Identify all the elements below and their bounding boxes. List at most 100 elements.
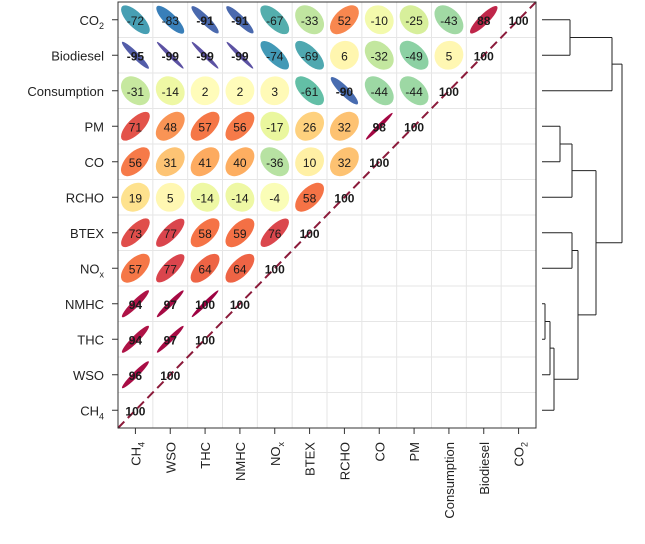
correlation-ellipse — [190, 76, 220, 106]
row-label: BTEX — [70, 226, 104, 241]
column-label: BTEX — [303, 442, 318, 476]
diagonal-reference-line — [117, 1, 537, 429]
cell-value-label: 56 — [233, 120, 247, 134]
correlation-cell: 56 — [120, 147, 150, 177]
correlation-ellipse — [191, 290, 219, 318]
correlation-cell: 100 — [334, 191, 354, 205]
cell-value-label: 97 — [164, 333, 178, 347]
correlation-cell: 41 — [190, 147, 220, 177]
cell-value-label: 5 — [446, 49, 453, 63]
label-base: Consumption — [442, 442, 457, 519]
cell-value-label: -25 — [405, 14, 423, 28]
correlation-cell: 40 — [225, 147, 255, 177]
cell-value-label: 48 — [164, 120, 178, 134]
correlation-ellipse — [121, 218, 150, 248]
correlation-cell: 19 — [120, 182, 150, 212]
cell-value-label: 52 — [338, 14, 352, 28]
cell-value-label: 98 — [373, 120, 387, 134]
column-label: CH4 — [128, 442, 146, 466]
correlation-cell: 31 — [155, 147, 185, 177]
correlation-ellipse — [120, 147, 150, 177]
correlation-cell: -69 — [295, 40, 325, 70]
correlation-ellipse — [156, 325, 184, 353]
cell-value-label: -95 — [127, 49, 145, 63]
correlation-cell: -83 — [156, 5, 185, 34]
correlation-ellipse — [295, 147, 325, 177]
cell-value-label: 100 — [160, 369, 180, 383]
correlation-cell: 3 — [260, 76, 290, 106]
correlation-ellipse — [260, 147, 290, 177]
correlation-ellipse — [469, 5, 498, 34]
correlation-cell: 94 — [121, 290, 149, 318]
correlation-cell: 32 — [329, 111, 359, 141]
column-label: Biodiesel — [477, 442, 492, 495]
correlation-ellipse — [120, 76, 150, 106]
row-label: WSO — [73, 368, 104, 383]
correlation-cell: -32 — [364, 40, 394, 70]
label-base: BTEX — [303, 442, 318, 476]
label-subscript: x — [100, 269, 105, 279]
row-label: NOx — [80, 261, 105, 279]
cell-value-label: 77 — [164, 227, 178, 241]
correlation-ellipse — [226, 6, 254, 34]
correlation-cell: 100 — [404, 120, 424, 134]
cell-value-label: 100 — [195, 298, 215, 312]
cell-value-label: -99 — [162, 49, 180, 63]
correlation-ellipse — [120, 253, 150, 283]
correlation-ellipse — [121, 111, 150, 141]
label-base: RCHO — [66, 190, 104, 205]
column-label: PM — [407, 442, 422, 462]
row-label: Biodiesel — [51, 48, 104, 63]
correlation-cells: -72 -83 -91 -91 -67 -33 52 -10 -25 -43 88 100-95 -99… — [120, 5, 529, 418]
correlation-cell: -72 — [121, 5, 150, 35]
label-base: Biodiesel — [477, 442, 492, 495]
correlation-ellipse — [121, 361, 149, 389]
column-label: Consumption — [442, 442, 457, 519]
cell-value-label: 64 — [233, 262, 247, 276]
correlation-ellipse — [329, 147, 359, 177]
correlation-ellipse — [156, 41, 184, 69]
cell-value-label: -32 — [371, 49, 389, 63]
correlation-cell: 64 — [225, 253, 255, 283]
row-label: PM — [85, 119, 105, 134]
label-base: Consumption — [27, 84, 104, 99]
correlation-cell: -31 — [120, 76, 150, 106]
cell-value-label: -49 — [405, 49, 423, 63]
label-subscript: 2 — [99, 21, 104, 31]
correlation-cell: 57 — [190, 111, 220, 141]
correlation-ellipse — [260, 40, 290, 70]
correlation-ellipse — [260, 5, 290, 35]
correlation-cell: -91 — [191, 6, 219, 34]
correlation-ellipse — [156, 218, 185, 247]
cell-value-label: -99 — [196, 49, 214, 63]
cell-value-label: 57 — [198, 120, 212, 134]
correlation-cell: -99 — [191, 41, 219, 69]
cell-value-label: 32 — [338, 156, 352, 170]
correlation-cell: -67 — [260, 5, 290, 35]
correlation-ellipse — [260, 111, 290, 141]
cell-value-label: -4 — [269, 191, 280, 205]
correlation-cell: -14 — [225, 182, 255, 212]
correlation-ellipse — [225, 147, 255, 177]
correlation-ellipse — [121, 5, 150, 35]
cell-value-label: 100 — [334, 191, 354, 205]
column-label: THC — [198, 442, 213, 469]
cell-value-label: -36 — [266, 156, 284, 170]
cell-value-label: 77 — [164, 262, 178, 276]
correlation-ellipse — [156, 290, 184, 318]
cell-value-label: -67 — [266, 14, 284, 28]
correlation-cell: -33 — [295, 5, 325, 35]
cell-value-label: 19 — [129, 191, 143, 205]
correlation-cell: -25 — [399, 5, 429, 35]
cell-value-label: 94 — [129, 298, 143, 312]
label-base: BTEX — [70, 226, 104, 241]
label-base: NO — [80, 261, 100, 276]
correlation-ellipse — [295, 111, 325, 141]
correlation-ellipse — [295, 76, 325, 106]
label-subscript: 2 — [520, 442, 530, 447]
correlation-cell: -14 — [155, 76, 185, 106]
cell-value-label: 5 — [167, 191, 174, 205]
cell-value-label: 10 — [303, 156, 317, 170]
correlation-ellipse — [225, 218, 255, 248]
